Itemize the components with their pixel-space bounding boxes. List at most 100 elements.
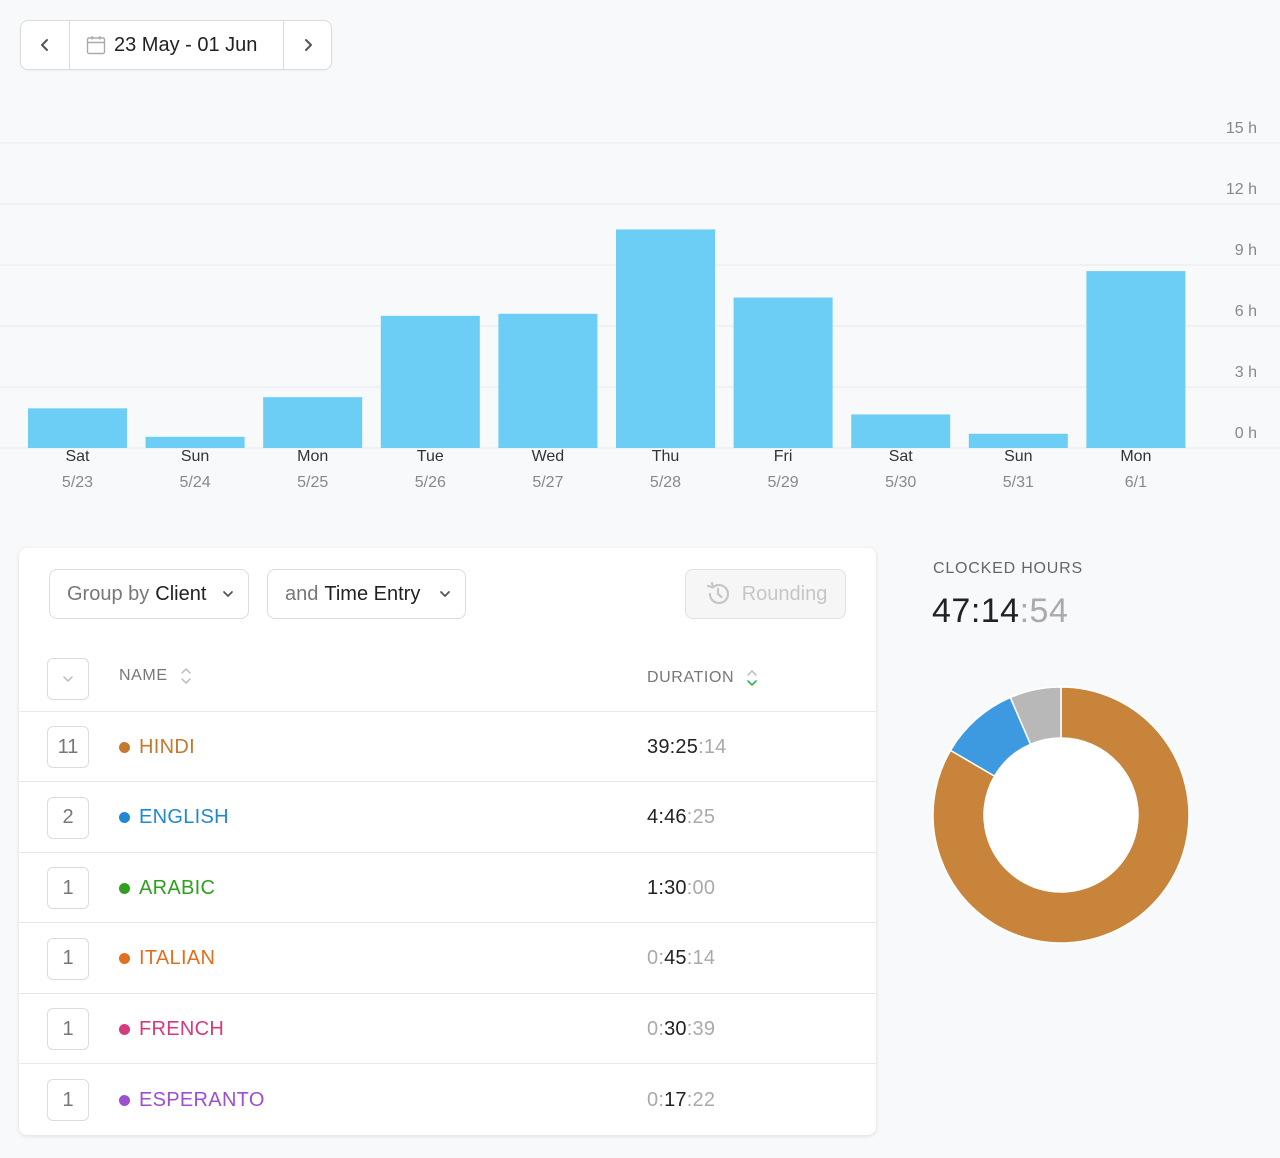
- subgroup-dropdown[interactable]: and Time Entry: [267, 569, 466, 619]
- bar[interactable]: [380, 315, 480, 448]
- chevron-down-icon: [63, 676, 73, 682]
- duration-seconds: :39: [686, 1017, 716, 1040]
- client-name-cell: HINDI: [119, 712, 195, 782]
- bar[interactable]: [28, 408, 127, 448]
- entry-count-badge[interactable]: 1: [47, 1008, 89, 1051]
- x-tick-day-label: Tue: [417, 448, 444, 465]
- table-row[interactable]: 11 HINDI 39:25:14: [19, 712, 876, 782]
- duration-seconds: :00: [686, 876, 716, 899]
- x-tick-date-label: 5/27: [532, 474, 563, 491]
- duration-cell: 4:46:25: [647, 783, 715, 853]
- duration-hours: 4: [647, 806, 659, 829]
- date-range-picker: 23 May - 01 Jun: [20, 20, 332, 70]
- duration-minutes: 17: [664, 1088, 687, 1111]
- duration-separator: :: [658, 1088, 665, 1111]
- next-range-button[interactable]: [283, 21, 331, 69]
- y-tick-label: 9 h: [1235, 242, 1257, 259]
- bar[interactable]: [498, 313, 598, 448]
- bar[interactable]: [968, 433, 1068, 448]
- bar[interactable]: [733, 297, 833, 448]
- entry-count-badge[interactable]: 2: [47, 796, 89, 839]
- table-row[interactable]: 1 FRENCH 0:30:39: [19, 994, 876, 1065]
- x-tick-day-label: Sat: [65, 448, 90, 465]
- entry-count-badge[interactable]: 1: [47, 937, 89, 980]
- entry-count-badge[interactable]: 11: [47, 726, 89, 768]
- bar[interactable]: [145, 436, 245, 448]
- duration-seconds: :25: [686, 806, 716, 829]
- report-card: Group by Client and Time Entry Rounding …: [19, 548, 876, 1135]
- client-color-dot: [119, 1094, 130, 1106]
- duration-cell: 0:30:39: [647, 994, 715, 1064]
- expand-all-toggle[interactable]: [47, 658, 89, 700]
- duration-column-header[interactable]: DURATION: [647, 668, 758, 688]
- bar[interactable]: [1086, 271, 1186, 448]
- client-name-cell: ESPERANTO: [119, 1065, 265, 1135]
- y-tick-label: 0 h: [1235, 425, 1257, 442]
- duration-cell: 1:30:00: [647, 853, 715, 923]
- table-header: NAME DURATION: [19, 650, 876, 712]
- date-range-label: 23 May - 01 Jun: [114, 33, 258, 56]
- duration-minutes: 25: [675, 735, 699, 758]
- table-row[interactable]: 1 ESPERANTO 0:17:22: [19, 1065, 876, 1135]
- chevron-right-icon: [304, 39, 312, 51]
- date-range-display[interactable]: 23 May - 01 Jun: [70, 21, 283, 69]
- x-tick-date-label: 5/24: [180, 474, 211, 491]
- duration-column-label: DURATION: [647, 669, 735, 686]
- sort-active-icon: [747, 670, 757, 686]
- x-tick-day-label: Fri: [774, 448, 793, 465]
- x-tick-day-label: Sat: [889, 448, 914, 465]
- donut-hole: [984, 738, 1138, 892]
- client-color-dot: [119, 1023, 130, 1035]
- x-tick-date-label: 5/29: [768, 474, 799, 491]
- duration-minutes: 30: [664, 1017, 687, 1040]
- name-column-label: NAME: [119, 667, 168, 684]
- x-tick-day-label: Wed: [532, 448, 565, 465]
- rounding-button[interactable]: Rounding: [685, 569, 846, 619]
- group-by-value: Client: [155, 582, 207, 605]
- bar[interactable]: [616, 229, 715, 448]
- rounding-label: Rounding: [741, 582, 828, 605]
- client-name-cell: ARABIC: [119, 853, 215, 923]
- group-by-prefix: Group by: [67, 582, 150, 605]
- y-tick-label: 3 h: [1235, 364, 1257, 381]
- bar[interactable]: [263, 397, 363, 448]
- client-name-cell: FRENCH: [119, 994, 224, 1064]
- x-tick-date-label: 5/23: [62, 474, 93, 491]
- group-by-dropdown[interactable]: Group by Client: [49, 569, 249, 619]
- duration-cell: 0:45:14: [647, 924, 715, 994]
- entry-count-badge[interactable]: 1: [47, 1079, 89, 1121]
- x-tick-date-label: 5/26: [415, 474, 446, 491]
- x-tick-date-label: 6/1: [1125, 474, 1147, 491]
- duration-hours: 0: [647, 947, 659, 970]
- table-row[interactable]: 2 ENGLISH 4:46:25: [19, 783, 876, 853]
- daily-hours-bar-chart: 0 h 3 h 6 h 9 h 12 h 15 h Sat 5/23 Sun 5/24 Mon 5/2…: [0, 120, 1280, 491]
- bar[interactable]: [851, 414, 951, 448]
- client-color-dot: [119, 741, 130, 753]
- name-column-header[interactable]: NAME: [119, 666, 192, 686]
- x-tick-day-label: Thu: [652, 448, 680, 465]
- x-tick-date-label: 5/25: [297, 474, 328, 491]
- clocked-hours-main: 47:14: [932, 592, 1020, 630]
- entry-count-badge[interactable]: 1: [47, 867, 89, 910]
- client-name-cell: ENGLISH: [119, 783, 229, 853]
- client-share-donut-chart: [932, 686, 1190, 944]
- previous-range-button[interactable]: [21, 21, 70, 69]
- client-name: FRENCH: [139, 1017, 225, 1040]
- client-name: ESPERANTO: [139, 1088, 265, 1111]
- table-row[interactable]: 1 ARABIC 1:30:00: [19, 853, 876, 924]
- chevron-left-icon: [41, 39, 48, 51]
- x-tick-date-label: 5/28: [650, 474, 681, 491]
- clocked-hours-value: 47:14:54: [932, 592, 1068, 631]
- subgroup-value: Time Entry: [324, 582, 421, 605]
- table-row[interactable]: 1 ITALIAN 0:45:14: [19, 924, 876, 994]
- client-name: ITALIAN: [139, 947, 216, 970]
- duration-seconds: :14: [686, 947, 716, 970]
- client-color-dot: [119, 812, 130, 824]
- client-name-cell: ITALIAN: [119, 924, 215, 994]
- duration-separator: :: [658, 1017, 665, 1040]
- subgroup-prefix: and: [285, 582, 319, 605]
- x-tick-day-label: Mon: [297, 448, 328, 465]
- x-tick-day-label: Sun: [1004, 448, 1032, 465]
- duration-hours: 0: [647, 1088, 659, 1111]
- duration-minutes: 45: [664, 947, 687, 970]
